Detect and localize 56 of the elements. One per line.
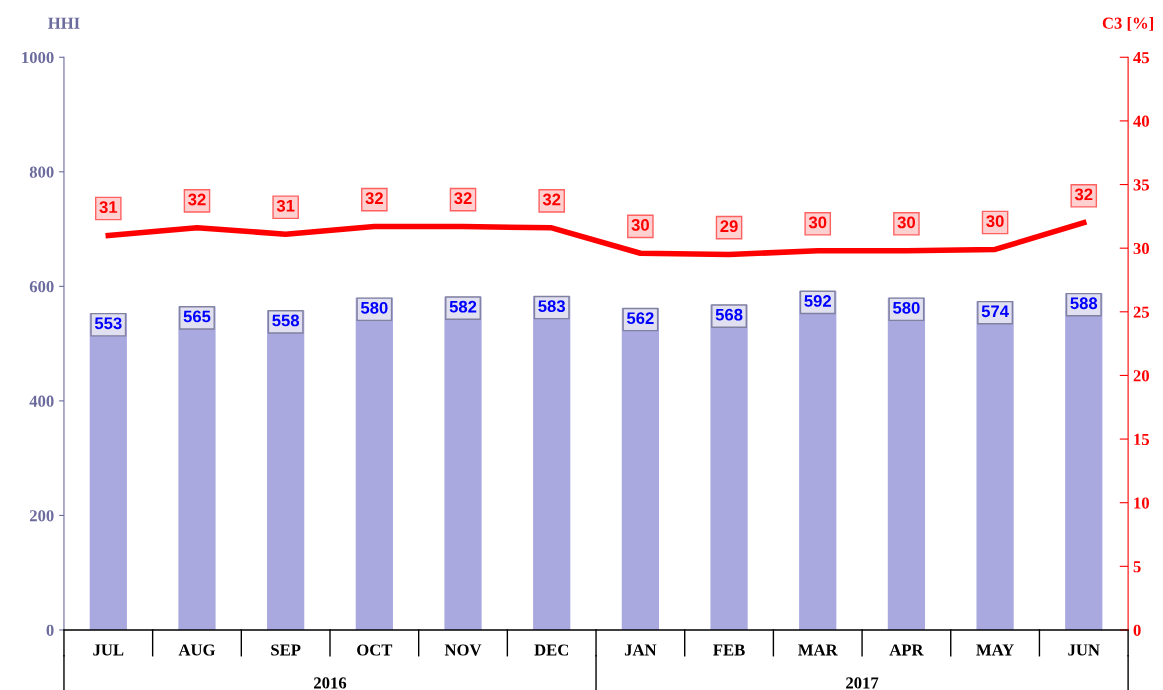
- data-label: 30: [808, 216, 827, 229]
- y2-tick-label: 20: [1133, 370, 1149, 382]
- y2-tick-label: 45: [1133, 52, 1150, 64]
- data-label: 553: [94, 317, 122, 330]
- x-tick-label: MAR: [798, 644, 838, 656]
- x-tick-label: APR: [889, 644, 924, 656]
- data-label: 583: [538, 300, 565, 313]
- y2-tick-label: 40: [1133, 115, 1149, 127]
- x-tick-label: SEP: [271, 644, 301, 656]
- y-tick-label: 200: [29, 510, 54, 522]
- data-label: 31: [276, 199, 295, 212]
- y-tick-label: 800: [29, 166, 54, 178]
- data-label: 32: [365, 192, 383, 205]
- data-label: 568: [715, 308, 743, 321]
- y2-tick-label: 10: [1134, 497, 1149, 509]
- data-label: 588: [1070, 297, 1098, 310]
- data-label: 592: [804, 295, 831, 307]
- y2-axis-title: C3 [%]: [1102, 17, 1154, 31]
- text: 2016: [314, 677, 347, 689]
- y2-tick-label: 30: [1133, 242, 1149, 255]
- data-label: 580: [893, 301, 920, 314]
- x-tick-label: FEB: [713, 644, 745, 656]
- data-label: 32: [1074, 188, 1093, 201]
- data-label: 30: [986, 215, 1004, 228]
- data-label: 29: [720, 220, 738, 233]
- x-tick-label: OCT: [357, 644, 393, 656]
- text: 2017: [846, 677, 879, 689]
- x-tick-label: DEC: [534, 644, 569, 656]
- x-tick-label: JUN: [1068, 644, 1100, 656]
- y2-tick-label: 25: [1133, 306, 1150, 318]
- data-label: 574: [981, 305, 1009, 318]
- y2-tick-label: 35: [1133, 179, 1150, 191]
- x-tick-label: AUG: [178, 644, 216, 656]
- data-label: 31: [99, 201, 118, 214]
- y2-tick-label: 5: [1133, 561, 1141, 573]
- data-label: 30: [897, 216, 915, 229]
- data-label: 580: [360, 301, 388, 314]
- data-label: 582: [449, 300, 477, 313]
- y2-tick-label: 15: [1134, 433, 1150, 446]
- x-tick-label: JUL: [93, 644, 124, 656]
- data-label: 562: [626, 312, 654, 325]
- data-label: 565: [183, 310, 211, 323]
- y-tick-label: 0: [46, 624, 54, 636]
- x-tick-label: NOV: [444, 644, 482, 656]
- y-tick-label: 600: [29, 281, 54, 293]
- y-tick-label: 400: [29, 395, 54, 407]
- y-tick-label: 1000: [22, 51, 54, 64]
- y2-tick-label: 0: [1133, 624, 1141, 636]
- x-tick-label: MAY: [976, 644, 1014, 656]
- data-label: 32: [188, 193, 206, 206]
- data-label: 32: [454, 192, 472, 205]
- data-label: 30: [631, 219, 649, 231]
- y-axis-title: HHI: [48, 17, 80, 29]
- data-label: 558: [272, 314, 300, 327]
- data-label: 32: [542, 193, 561, 206]
- x-tick-label: JAN: [624, 644, 657, 656]
